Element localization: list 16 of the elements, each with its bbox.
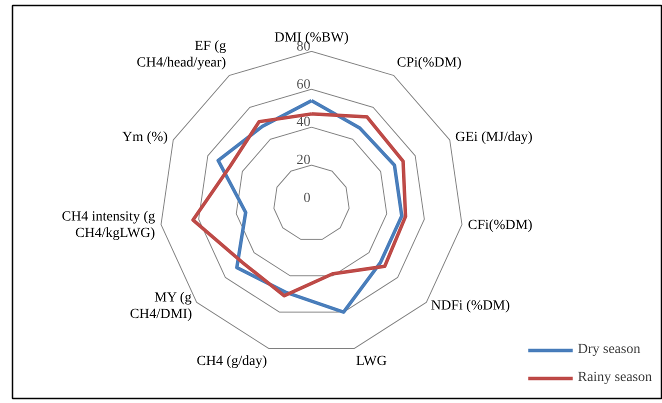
- y-tick-label: 40: [296, 115, 310, 130]
- spoke-label: NDFi (%DM): [430, 298, 510, 314]
- y-tick-label: 20: [296, 153, 310, 168]
- legend-label: Dry season: [578, 342, 640, 358]
- spoke-label: CPi(%DM): [396, 55, 462, 70]
- spoke-label: LWG: [356, 354, 387, 370]
- spoke-label: GEi (MJ/day): [455, 130, 533, 146]
- legend-label: Rainy season: [578, 370, 652, 386]
- spoke-label: Ym (%): [122, 130, 168, 146]
- spoke-label: MY (g CH4/DMI): [130, 290, 192, 322]
- spoke-label: CH4 intensity (g CH4/kgLWG): [62, 210, 156, 242]
- spoke-label: CFi(%DM): [468, 218, 533, 233]
- spoke-label: EF (g CH4/head/year): [136, 38, 226, 70]
- spoke-label: CH4 (g/day): [196, 354, 268, 370]
- y-tick-label: 0: [304, 191, 310, 206]
- y-tick-label: 60: [296, 77, 310, 92]
